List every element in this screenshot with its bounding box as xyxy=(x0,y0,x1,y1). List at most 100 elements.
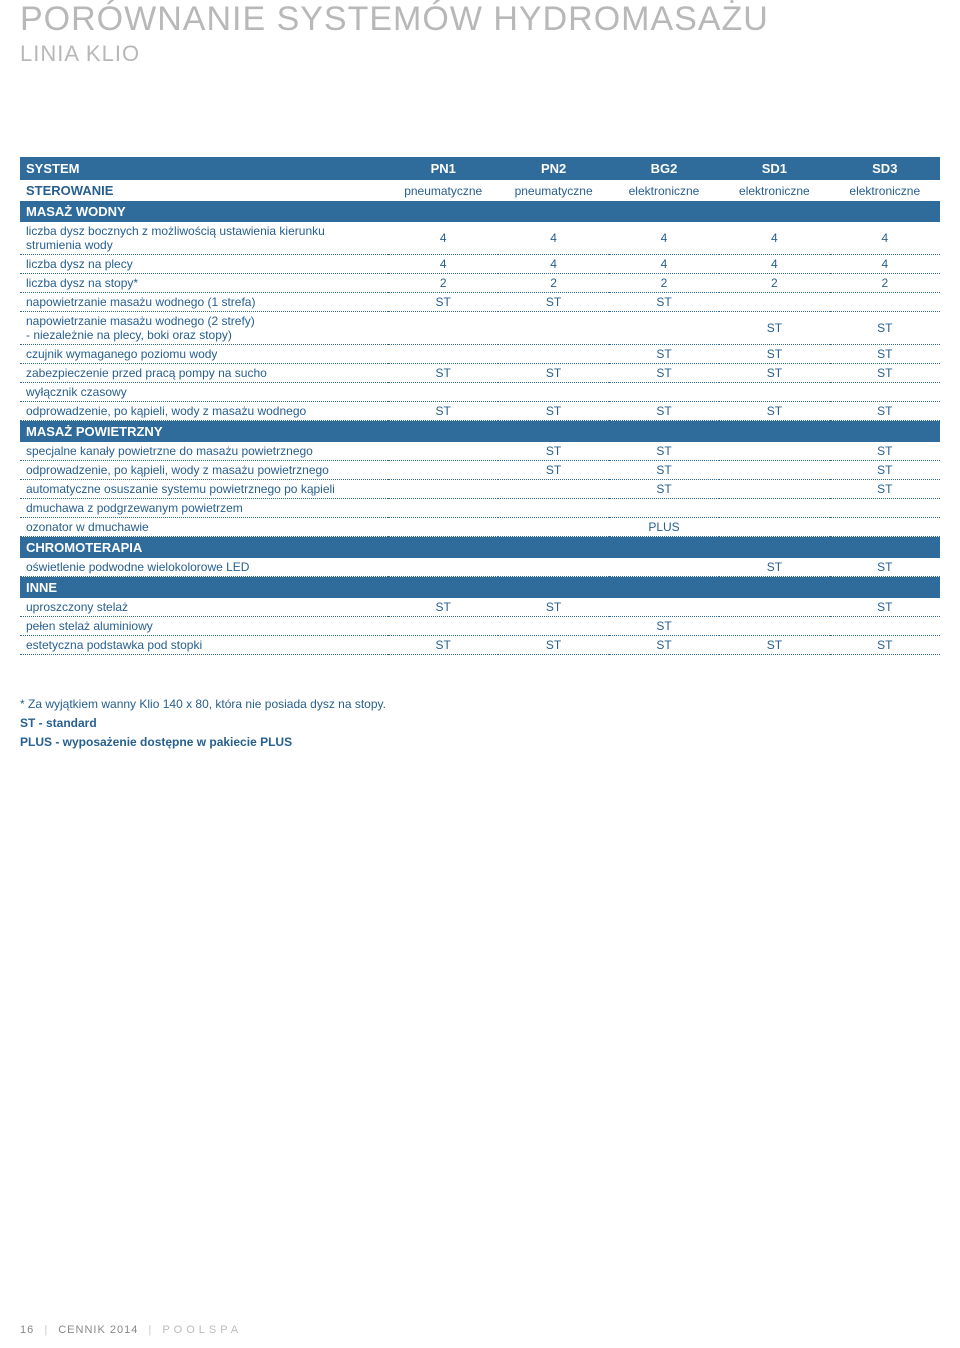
cell-value: ST xyxy=(830,345,940,364)
table-row: wyłącznik czasowy xyxy=(20,383,940,402)
header-system-label: SYSTEM xyxy=(20,157,388,180)
cell-value: 4 xyxy=(388,255,498,274)
cell-value xyxy=(498,518,608,537)
sterowanie-label: STEROWANIE xyxy=(20,180,388,201)
table-row: liczba dysz na stopy*22222 xyxy=(20,274,940,293)
cell-value: ST xyxy=(719,636,829,655)
table-row: liczba dysz na plecy44444 xyxy=(20,255,940,274)
cell-value xyxy=(719,383,829,402)
cell-value xyxy=(498,480,608,499)
table-row: ozonator w dmuchawiePLUS xyxy=(20,518,940,537)
cell-value: ST xyxy=(498,636,608,655)
row-label: napowietrzanie masażu wodnego (1 strefa) xyxy=(20,293,388,312)
cell-value: ST xyxy=(830,364,940,383)
cell-value: 4 xyxy=(719,222,829,255)
section-title-1: MASAŻ POWIETRZNY xyxy=(20,421,940,443)
cell-value xyxy=(609,383,719,402)
table-row: napowietrzanie masażu wodnego (1 strefa)… xyxy=(20,293,940,312)
sterowanie-val-2: elektroniczne xyxy=(609,180,719,201)
table-row: zabezpieczenie przed pracą pompy na such… xyxy=(20,364,940,383)
row-label: odprowadzenie, po kąpieli, wody z masażu… xyxy=(20,402,388,421)
cell-value xyxy=(609,558,719,577)
cell-value xyxy=(498,617,608,636)
section-title-0: MASAŻ WODNY xyxy=(20,201,940,222)
cell-value: 4 xyxy=(609,255,719,274)
row-label: pełen stelaż aluminiowy xyxy=(20,617,388,636)
cell-value: ST xyxy=(609,345,719,364)
cell-value xyxy=(388,558,498,577)
row-label: liczba dysz na plecy xyxy=(20,255,388,274)
cell-value: ST xyxy=(609,636,719,655)
footer-sep-1: | xyxy=(44,1324,48,1336)
row-label: wyłącznik czasowy xyxy=(20,383,388,402)
cell-value xyxy=(609,312,719,345)
cell-value xyxy=(388,518,498,537)
row-label: czujnik wymaganego poziomu wody xyxy=(20,345,388,364)
cell-value: ST xyxy=(609,293,719,312)
cell-value: ST xyxy=(498,402,608,421)
cell-value: ST xyxy=(498,364,608,383)
row-label: uproszczony stelaż xyxy=(20,598,388,617)
cell-value xyxy=(719,293,829,312)
cell-value xyxy=(498,383,608,402)
cell-value: ST xyxy=(609,617,719,636)
cell-value xyxy=(609,499,719,518)
cell-value: ST xyxy=(830,598,940,617)
page-number: 16 xyxy=(20,1324,34,1336)
cell-value xyxy=(388,383,498,402)
cell-value: ST xyxy=(830,480,940,499)
cell-value xyxy=(719,499,829,518)
cell-value: ST xyxy=(719,558,829,577)
page-subtitle: LINIA KLIO xyxy=(20,41,940,67)
header-col-0: PN1 xyxy=(388,157,498,180)
cell-value: ST xyxy=(388,598,498,617)
section-title-3: INNE xyxy=(20,577,940,599)
cell-value xyxy=(830,617,940,636)
cell-value: ST xyxy=(830,558,940,577)
row-label: specjalne kanały powietrzne do masażu po… xyxy=(20,442,388,461)
table-row: dmuchawa z podgrzewanym powietrzem xyxy=(20,499,940,518)
row-label: zabezpieczenie przed pracą pompy na such… xyxy=(20,364,388,383)
cell-value xyxy=(498,499,608,518)
table-row: specjalne kanały powietrzne do masażu po… xyxy=(20,442,940,461)
cell-value: 4 xyxy=(609,222,719,255)
cell-value xyxy=(719,461,829,480)
cell-value: ST xyxy=(498,293,608,312)
cell-value: ST xyxy=(388,364,498,383)
cell-value xyxy=(830,383,940,402)
sterowanie-val-3: elektroniczne xyxy=(719,180,829,201)
cell-value xyxy=(719,598,829,617)
cell-value: ST xyxy=(388,293,498,312)
row-label: ozonator w dmuchawie xyxy=(20,518,388,537)
cell-value xyxy=(388,480,498,499)
cell-value xyxy=(388,312,498,345)
cell-value xyxy=(388,345,498,364)
header-col-2: BG2 xyxy=(609,157,719,180)
sterowanie-val-0: pneumatyczne xyxy=(388,180,498,201)
cell-value: ST xyxy=(719,402,829,421)
table-row: odprowadzenie, po kąpieli, wody z masażu… xyxy=(20,402,940,421)
header-col-4: SD3 xyxy=(830,157,940,180)
row-label: automatyczne osuszanie systemu powietrzn… xyxy=(20,480,388,499)
cell-value: 2 xyxy=(830,274,940,293)
cell-value: ST xyxy=(498,598,608,617)
cell-value: 2 xyxy=(719,274,829,293)
cell-value xyxy=(830,293,940,312)
footer-sep-2: | xyxy=(148,1324,152,1336)
table-row: automatyczne osuszanie systemu powietrzn… xyxy=(20,480,940,499)
cell-value: ST xyxy=(830,461,940,480)
cell-value: ST xyxy=(719,345,829,364)
sterowanie-val-4: elektroniczne xyxy=(830,180,940,201)
cell-value: ST xyxy=(830,402,940,421)
cell-value: 4 xyxy=(498,222,608,255)
table-row: uproszczony stelażSTSTST xyxy=(20,598,940,617)
cell-value: ST xyxy=(719,312,829,345)
cell-value xyxy=(388,442,498,461)
cell-value: ST xyxy=(719,364,829,383)
row-label: odprowadzenie, po kąpieli, wody z masażu… xyxy=(20,461,388,480)
cell-value xyxy=(388,461,498,480)
cell-value xyxy=(719,480,829,499)
row-sublabel: - niezależnie na plecy, boki oraz stopy) xyxy=(26,328,382,342)
row-label: estetyczna podstawka pod stopki xyxy=(20,636,388,655)
cell-value xyxy=(498,312,608,345)
